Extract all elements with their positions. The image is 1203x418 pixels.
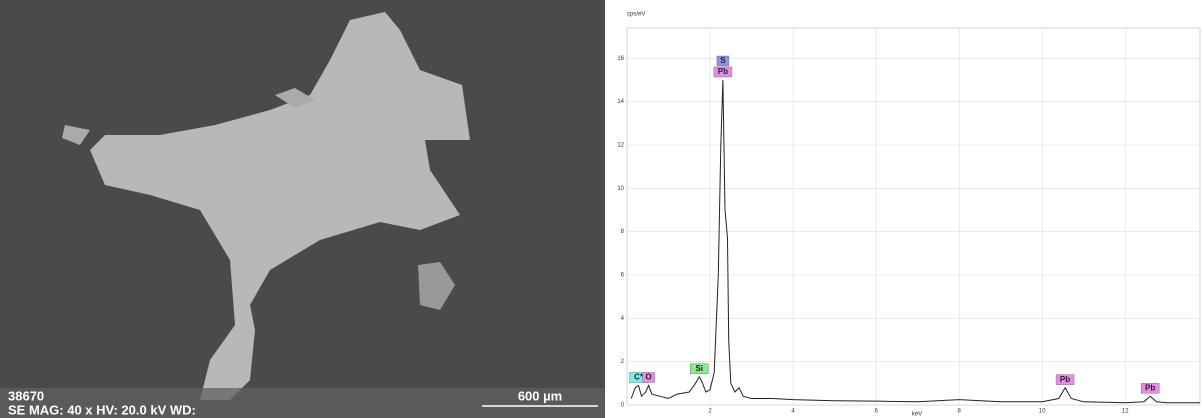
sem-grain	[275, 88, 315, 108]
x-tick-label: 12	[1122, 409, 1129, 415]
plot-frame	[626, 27, 1201, 406]
spectrum-plot: 0 2 4 6 8 10 12 14 16 2 4 6 8 10 12 C* O Si S Pb Pb Pb	[617, 27, 1201, 415]
y-tick-label: 8	[621, 229, 625, 235]
x-tick-label: 6	[874, 409, 878, 415]
y-tick-label: 0	[621, 403, 625, 409]
x-tick-label: 8	[958, 409, 962, 415]
y-tick-label: 16	[617, 56, 624, 62]
sem-grain	[62, 125, 90, 145]
scale-bar-label: 600 µm	[518, 388, 562, 403]
peak-label-box	[713, 66, 733, 78]
y-tick-label: 14	[617, 99, 624, 105]
peak-label-box	[642, 372, 655, 383]
peak-label: O	[645, 373, 651, 382]
y-tick-label: 6	[621, 273, 625, 279]
y-tick-label: 4	[621, 316, 625, 322]
y-tick-label: 2	[621, 359, 625, 365]
sem-grain	[90, 12, 470, 400]
sem-id: 38670	[8, 388, 44, 403]
peak-label: Pb	[718, 67, 728, 76]
x-axis-label: keV	[912, 412, 922, 418]
peak-label-box	[1140, 383, 1160, 394]
peak-label: Pb	[1060, 375, 1070, 384]
peak-label-box	[690, 363, 709, 375]
x-tick-label: 10	[1039, 409, 1046, 415]
sem-grain	[418, 262, 455, 310]
sem-info-bar	[0, 388, 605, 418]
y-tick-label: 10	[617, 186, 624, 192]
x-tick-label: 2	[708, 409, 712, 415]
y-axis-label: cps/eV	[627, 12, 645, 18]
sem-info: SE MAG: 40 x HV: 20.0 kV WD:	[8, 402, 196, 417]
peak-label-box	[716, 55, 730, 67]
peak-label: Pb	[1145, 383, 1155, 392]
peak-label: C*	[634, 373, 644, 382]
sem-panel: 38670 SE MAG: 40 x HV: 20.0 kV WD: 600 µ…	[0, 0, 605, 418]
spectrum-line	[630, 79, 1200, 404]
peak-label: S	[720, 56, 726, 65]
x-tick-label: 4	[791, 409, 795, 415]
peak-label: Si	[695, 364, 703, 373]
peak-label-box	[1055, 374, 1075, 385]
y-tick-label: 12	[617, 143, 624, 149]
